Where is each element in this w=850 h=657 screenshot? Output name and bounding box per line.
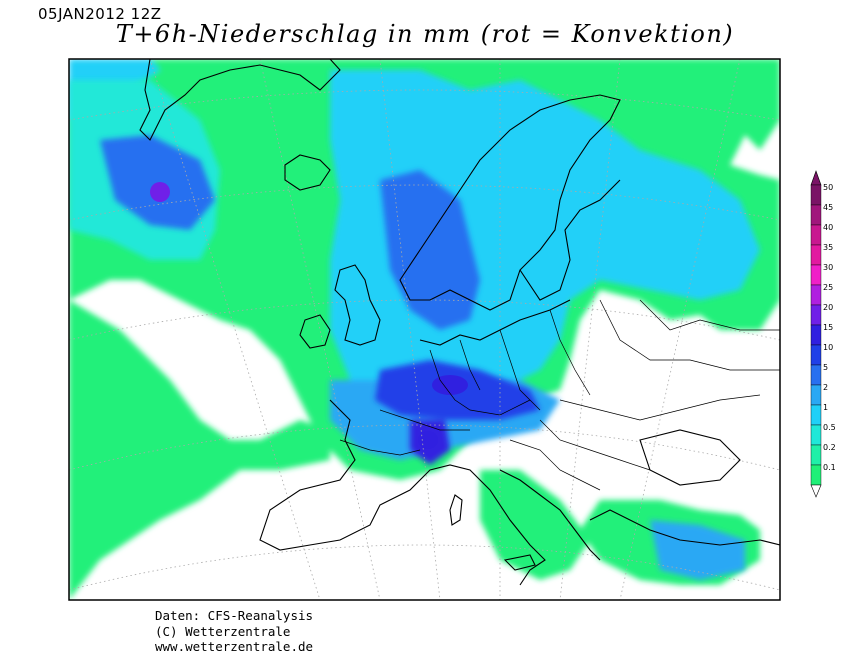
- legend-color-bar: [810, 170, 822, 498]
- legend-bottom-cap: [810, 484, 822, 498]
- legend-level-label: 25: [823, 283, 834, 292]
- legend-swatch: [810, 464, 822, 486]
- coastlines: [139, 59, 780, 586]
- credits-source: Daten: CFS-Reanalysis: [155, 608, 314, 623]
- legend-swatch: [810, 424, 822, 446]
- legend-level-label: 2: [823, 383, 829, 392]
- legend-swatch: [810, 344, 822, 366]
- precip-cyan-aegean: [650, 520, 745, 580]
- legend-swatch: [810, 284, 822, 306]
- legend-swatch: [810, 304, 822, 326]
- legend-level-label: 10: [823, 343, 834, 352]
- legend-swatch: [810, 324, 822, 346]
- legend-swatch: [810, 384, 822, 406]
- country-borders: [339, 299, 780, 491]
- legend-level-label: 0.1: [823, 463, 836, 472]
- map-frame-border: [68, 58, 781, 601]
- legend-level-label: 45: [823, 203, 834, 212]
- legend-swatch: [810, 224, 822, 246]
- credits-copyright: (C) Wetterzentrale: [155, 623, 291, 639]
- legend-level-label: 30: [823, 263, 834, 272]
- legend-swatch: [810, 244, 822, 266]
- precip-area-atlantic-tail: [69, 300, 330, 600]
- map-title: T+6h-Niederschlag in mm (rot = Konvektio…: [115, 20, 735, 48]
- precip-area-italy: [480, 470, 590, 580]
- legend-level-label: 35: [823, 243, 834, 252]
- legend-level-label: 0.2: [823, 443, 836, 452]
- legend-swatch: [810, 184, 822, 206]
- legend-level-label: 1: [823, 403, 829, 412]
- legend-level-label: 0.5: [823, 423, 836, 432]
- legend-swatch: [810, 264, 822, 286]
- legend-level-label: 20: [823, 303, 834, 312]
- precip-core-iceland: [150, 182, 170, 202]
- legend-level-label: 40: [823, 223, 834, 232]
- legend-swatch: [810, 204, 822, 226]
- legend-level-label: 15: [823, 323, 834, 332]
- legend-swatch: [810, 364, 822, 386]
- forecast-date: 05JAN2012 12Z: [38, 5, 162, 23]
- precip-core-germany: [432, 375, 468, 395]
- data-credits: Daten: CFS-Reanalysis (C) Wetterzentrale…: [155, 608, 313, 655]
- legend-swatch: [810, 404, 822, 426]
- graticule: [69, 59, 780, 600]
- legend-level-label: 5: [823, 363, 829, 372]
- legend-top-cap: [810, 170, 822, 186]
- credits-website: www.wetterzentrale.de: [155, 639, 314, 654]
- precipitation-field: [69, 59, 780, 600]
- legend-swatch: [810, 444, 822, 466]
- precip-core-alps-west: [418, 431, 438, 449]
- legend-level-label: 50: [823, 183, 834, 192]
